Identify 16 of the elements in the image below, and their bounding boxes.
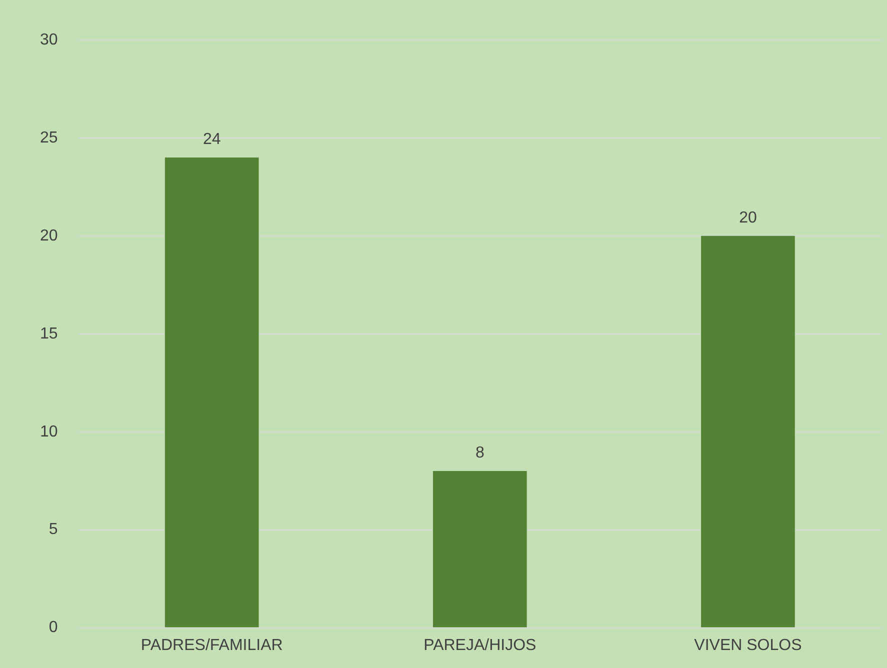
data-label: 8 <box>475 444 484 462</box>
y-tick-label: 10 <box>40 423 58 440</box>
bar <box>164 158 259 628</box>
y-tick-label: 0 <box>48 619 58 636</box>
data-label: 20 <box>739 209 757 226</box>
y-tick-label: 25 <box>40 129 58 146</box>
y-tick-label: 20 <box>40 227 58 244</box>
bar <box>432 471 527 628</box>
y-tick-label: 15 <box>40 325 58 342</box>
x-tick-label: PADRES/FAMILIAR <box>140 636 283 654</box>
y-tick-label: 30 <box>40 31 58 48</box>
y-tick-label: 5 <box>48 521 58 538</box>
data-label: 24 <box>202 130 221 148</box>
x-tick-label: PAREJA/HIJOS <box>424 636 536 654</box>
x-tick-label: VIVEN SOLOS <box>694 636 802 654</box>
bar <box>701 236 795 628</box>
